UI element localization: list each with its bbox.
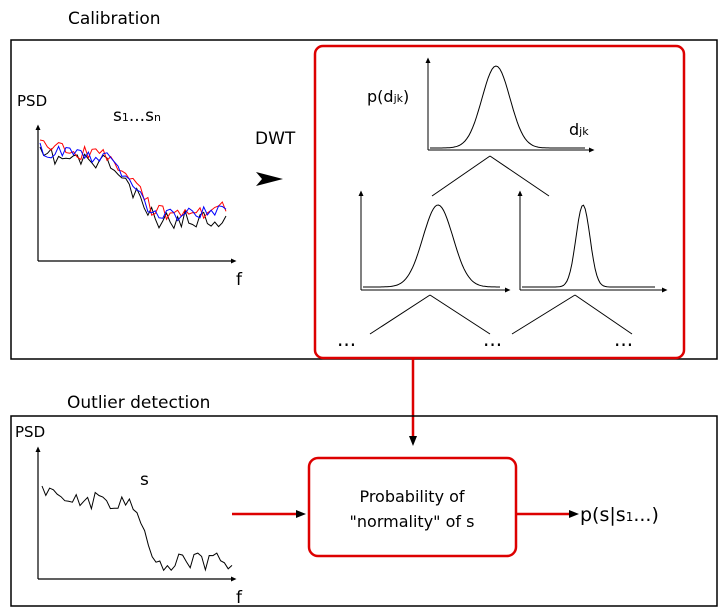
branch-left-b	[429, 294, 491, 335]
calibration-series-label: s1...sn	[113, 106, 161, 126]
spectrum-arrowhead-icon	[296, 510, 306, 518]
root-x-label: djk	[569, 120, 589, 139]
root-y-label: p(djk)	[367, 87, 409, 106]
outlier-x-label: f	[236, 588, 243, 608]
output-arrowhead-icon	[569, 510, 579, 518]
outlier-psd-label: PSD	[15, 423, 45, 441]
calibration-psd-label: PSD	[17, 92, 47, 110]
calibration-series-group	[39, 139, 227, 230]
output-probability-label: p(s|s1...)	[580, 504, 659, 526]
calibration-title: Calibration	[68, 9, 161, 29]
branch-root-right	[489, 155, 550, 197]
ellipsis-left: ...	[337, 327, 356, 351]
branch-right-a	[511, 294, 576, 335]
probability-box-line1: Probability of	[359, 487, 464, 506]
calibration-series-line-2	[39, 139, 227, 221]
outlier-series-label: s	[140, 470, 149, 490]
calibration-series-line-3	[39, 142, 227, 222]
probability-box	[307, 456, 518, 558]
outlier-title: Outlier detection	[67, 393, 210, 413]
outlier-series-line	[41, 485, 233, 572]
root-distribution-curve	[430, 65, 585, 149]
branch-right-b	[574, 294, 633, 335]
left-child-distribution-curve	[363, 204, 500, 288]
dwt-label: DWT	[255, 129, 296, 149]
outlier-panel	[10, 415, 718, 607]
probability-box-line2: "normality" of s	[350, 512, 475, 531]
calibration-series-line-1	[39, 146, 227, 230]
calibration-x-label: f	[236, 270, 243, 290]
right-child-distribution-curve	[522, 204, 655, 288]
ellipsis-mid: ...	[483, 327, 502, 351]
branch-root-left	[431, 155, 491, 197]
tree-to-probability-arrowhead-icon	[409, 436, 417, 446]
branch-left-a	[369, 294, 431, 335]
dwt-tree-box	[313, 44, 686, 360]
dwt-arrow-icon	[256, 172, 283, 186]
ellipsis-right: ...	[614, 327, 633, 351]
calibration-panel	[10, 39, 718, 360]
